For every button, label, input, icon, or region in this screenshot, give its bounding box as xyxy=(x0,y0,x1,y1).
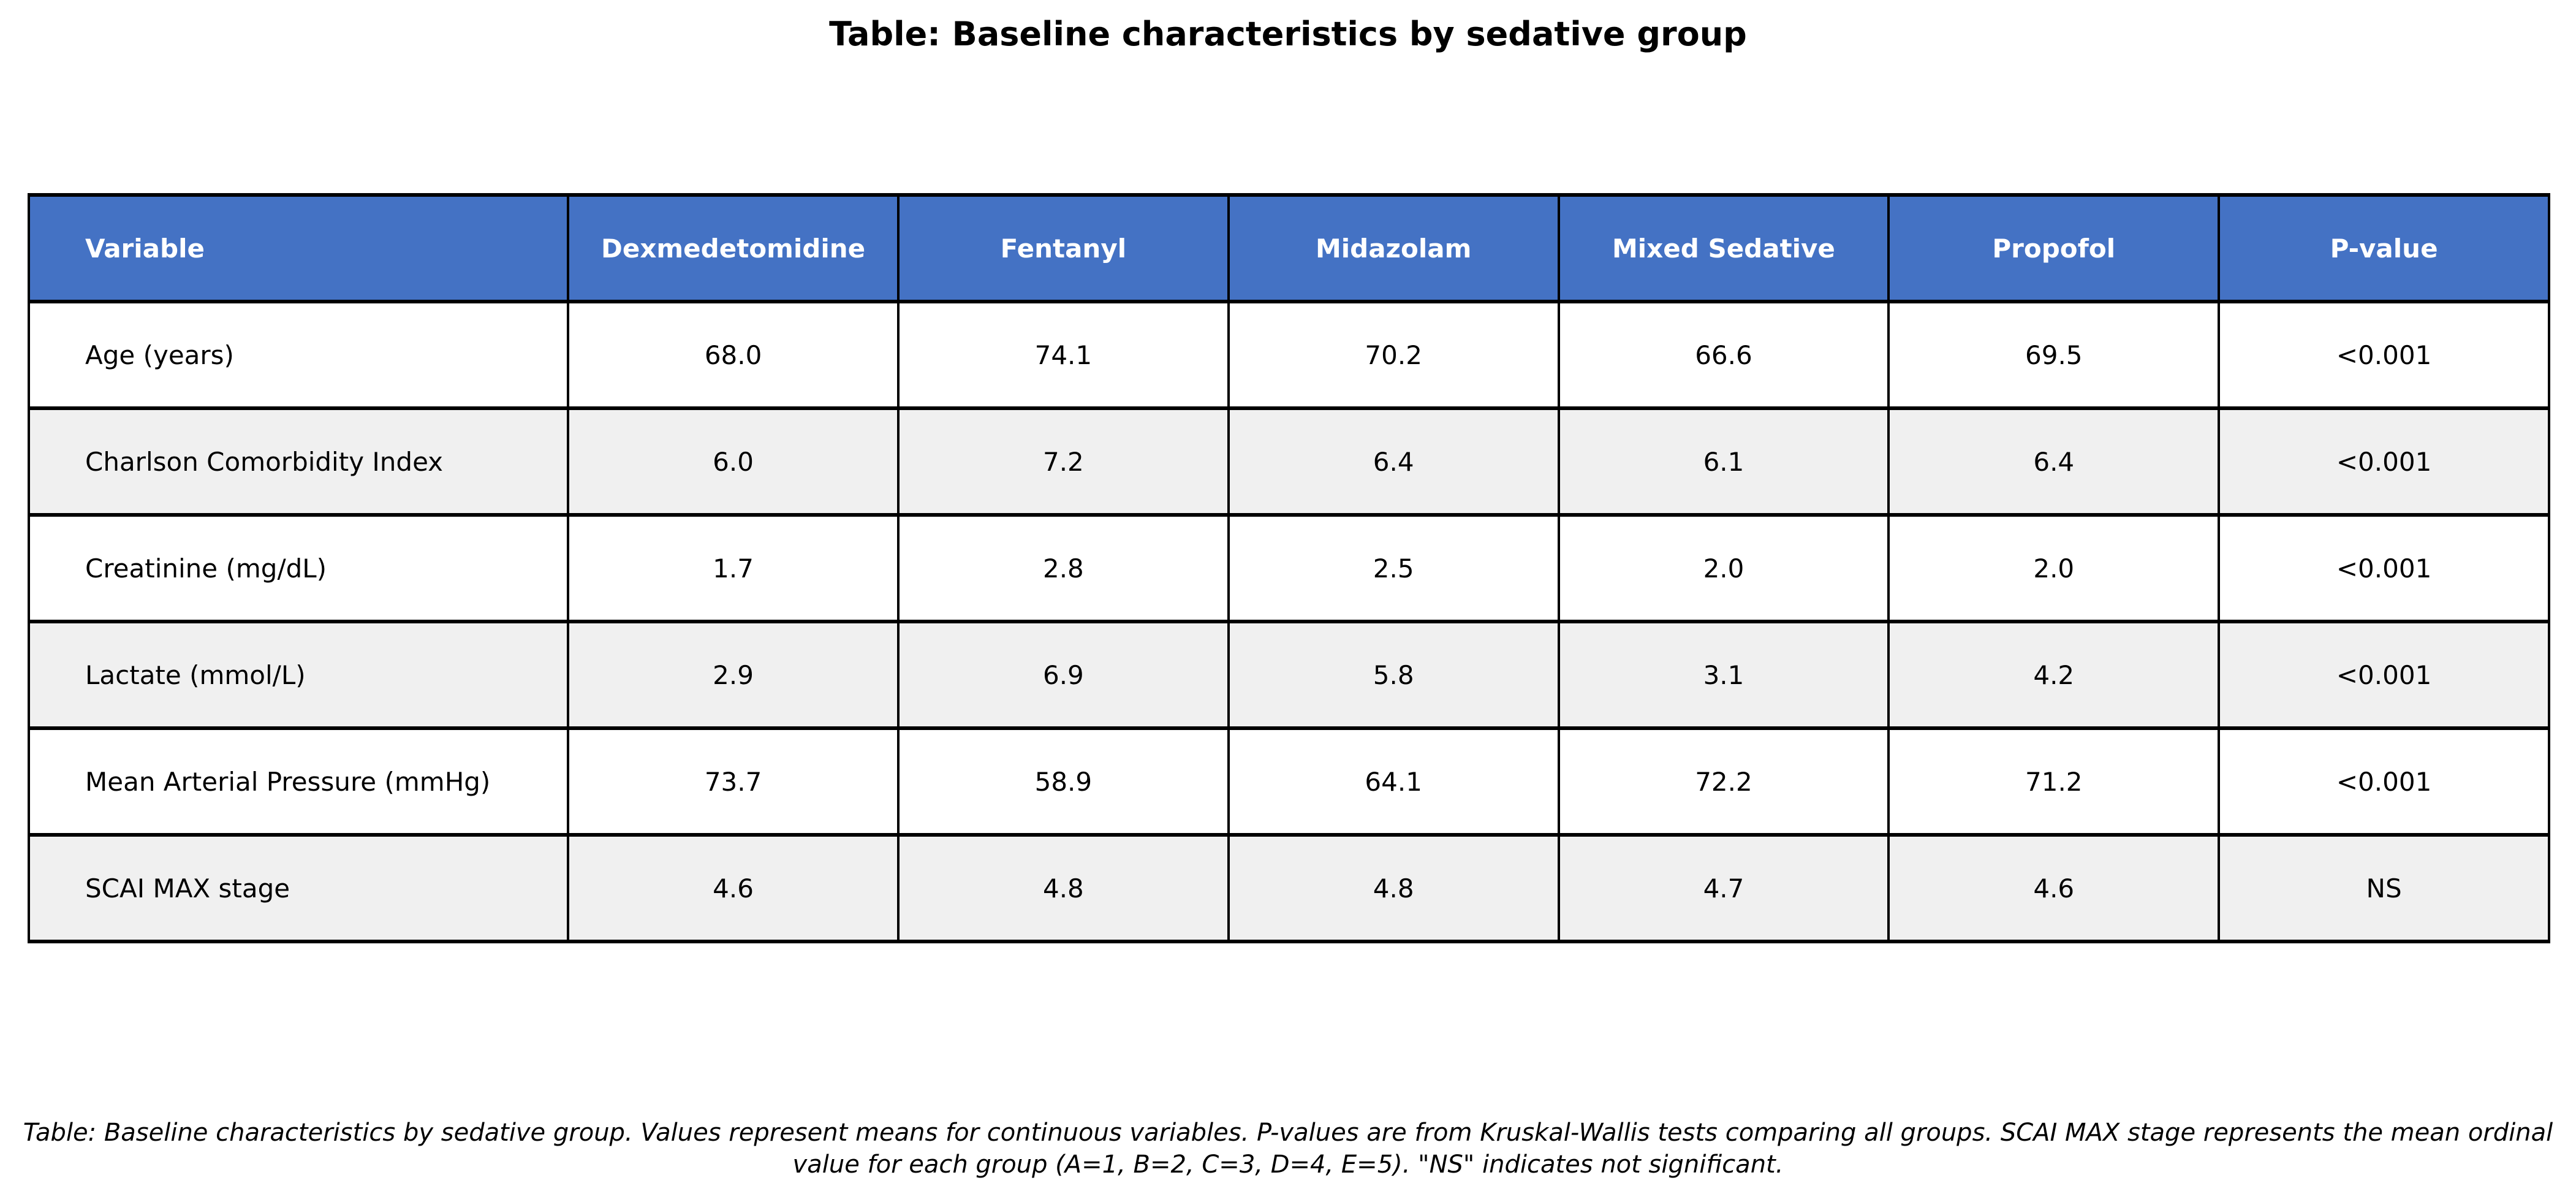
table-body: Age (years) 68.0 74.1 70.2 66.6 69.5 <0.… xyxy=(27,300,2550,943)
row-label: SCAI MAX stage xyxy=(27,833,570,943)
column-header-variable: Variable xyxy=(27,193,570,303)
table-cell: 64.1 xyxy=(1227,726,1560,837)
table-caption: Table: Baseline characteristics by sedat… xyxy=(23,1119,2553,1179)
table-cell: 2.8 xyxy=(896,513,1230,623)
table-cell: 6.9 xyxy=(896,620,1230,730)
table-cell: 2.0 xyxy=(1557,513,1890,623)
table-row-charlson: Charlson Comorbidity Index 6.0 7.2 6.4 6… xyxy=(27,406,2550,517)
table-cell: 6.1 xyxy=(1557,406,1890,517)
table-header: Variable Dexmedetomidine Fentanyl Midazo… xyxy=(27,193,2550,303)
column-header-fentanyl: Fentanyl xyxy=(896,193,1230,303)
row-label: Age (years) xyxy=(27,300,570,410)
table-row-lactate: Lactate (mmol/L) 2.9 6.9 5.8 3.1 4.2 <0.… xyxy=(27,620,2550,730)
table-cell: 5.8 xyxy=(1227,620,1560,730)
table-cell: 58.9 xyxy=(896,726,1230,837)
table-cell: 72.2 xyxy=(1557,726,1890,837)
table-cell-p-value: <0.001 xyxy=(2218,513,2550,623)
row-label: Creatinine (mg/dL) xyxy=(27,513,570,623)
table-row-map: Mean Arterial Pressure (mmHg) 73.7 58.9 … xyxy=(27,726,2550,837)
column-header-propofol: Propofol xyxy=(1887,193,2221,303)
table-cell: 4.8 xyxy=(1227,833,1560,943)
table-cell: 2.9 xyxy=(567,620,900,730)
column-header-mixed-sedative: Mixed Sedative xyxy=(1557,193,1890,303)
table-row-creatinine: Creatinine (mg/dL) 1.7 2.8 2.5 2.0 2.0 <… xyxy=(27,513,2550,623)
column-header-midazolam: Midazolam xyxy=(1227,193,1560,303)
table-cell-p-value: <0.001 xyxy=(2218,620,2550,730)
table-cell: 71.2 xyxy=(1887,726,2221,837)
row-label: Mean Arterial Pressure (mmHg) xyxy=(27,726,570,837)
baseline-characteristics-table-container: Variable Dexmedetomidine Fentanyl Midazo… xyxy=(27,193,2550,943)
baseline-characteristics-table: Variable Dexmedetomidine Fentanyl Midazo… xyxy=(27,193,2550,943)
table-cell: 6.0 xyxy=(567,406,900,517)
row-label: Lactate (mmol/L) xyxy=(27,620,570,730)
table-cell: 7.2 xyxy=(896,406,1230,517)
header-row: Variable Dexmedetomidine Fentanyl Midazo… xyxy=(27,193,2550,303)
column-header-p-value: P-value xyxy=(2218,193,2550,303)
table-cell: 6.4 xyxy=(1887,406,2221,517)
table-row-age: Age (years) 68.0 74.1 70.2 66.6 69.5 <0.… xyxy=(27,300,2550,410)
table-cell: 74.1 xyxy=(896,300,1230,410)
column-header-dexmedetomidine: Dexmedetomidine xyxy=(567,193,900,303)
table-cell: 4.6 xyxy=(1887,833,2221,943)
table-cell: 6.4 xyxy=(1227,406,1560,517)
table-cell-p-value: <0.001 xyxy=(2218,726,2550,837)
table-cell: 3.1 xyxy=(1557,620,1890,730)
table-cell: 66.6 xyxy=(1557,300,1890,410)
table-cell-p-value: <0.001 xyxy=(2218,300,2550,410)
table-cell-p-value: <0.001 xyxy=(2218,406,2550,517)
table-cell: 4.2 xyxy=(1887,620,2221,730)
table-row-scai-max-stage: SCAI MAX stage 4.6 4.8 4.8 4.7 4.6 NS xyxy=(27,833,2550,943)
table-cell: 69.5 xyxy=(1887,300,2221,410)
table-cell: 1.7 xyxy=(567,513,900,623)
table-cell: 73.7 xyxy=(567,726,900,837)
table-cell: 2.0 xyxy=(1887,513,2221,623)
table-cell: 70.2 xyxy=(1227,300,1560,410)
row-label: Charlson Comorbidity Index xyxy=(27,406,570,517)
table-cell: 4.8 xyxy=(896,833,1230,943)
table-cell: 4.6 xyxy=(567,833,900,943)
table-cell-p-value: NS xyxy=(2218,833,2550,943)
table-cell: 68.0 xyxy=(567,300,900,410)
table-cell: 2.5 xyxy=(1227,513,1560,623)
page-title: Table: Baseline characteristics by sedat… xyxy=(829,15,1747,53)
table-cell: 4.7 xyxy=(1557,833,1890,943)
